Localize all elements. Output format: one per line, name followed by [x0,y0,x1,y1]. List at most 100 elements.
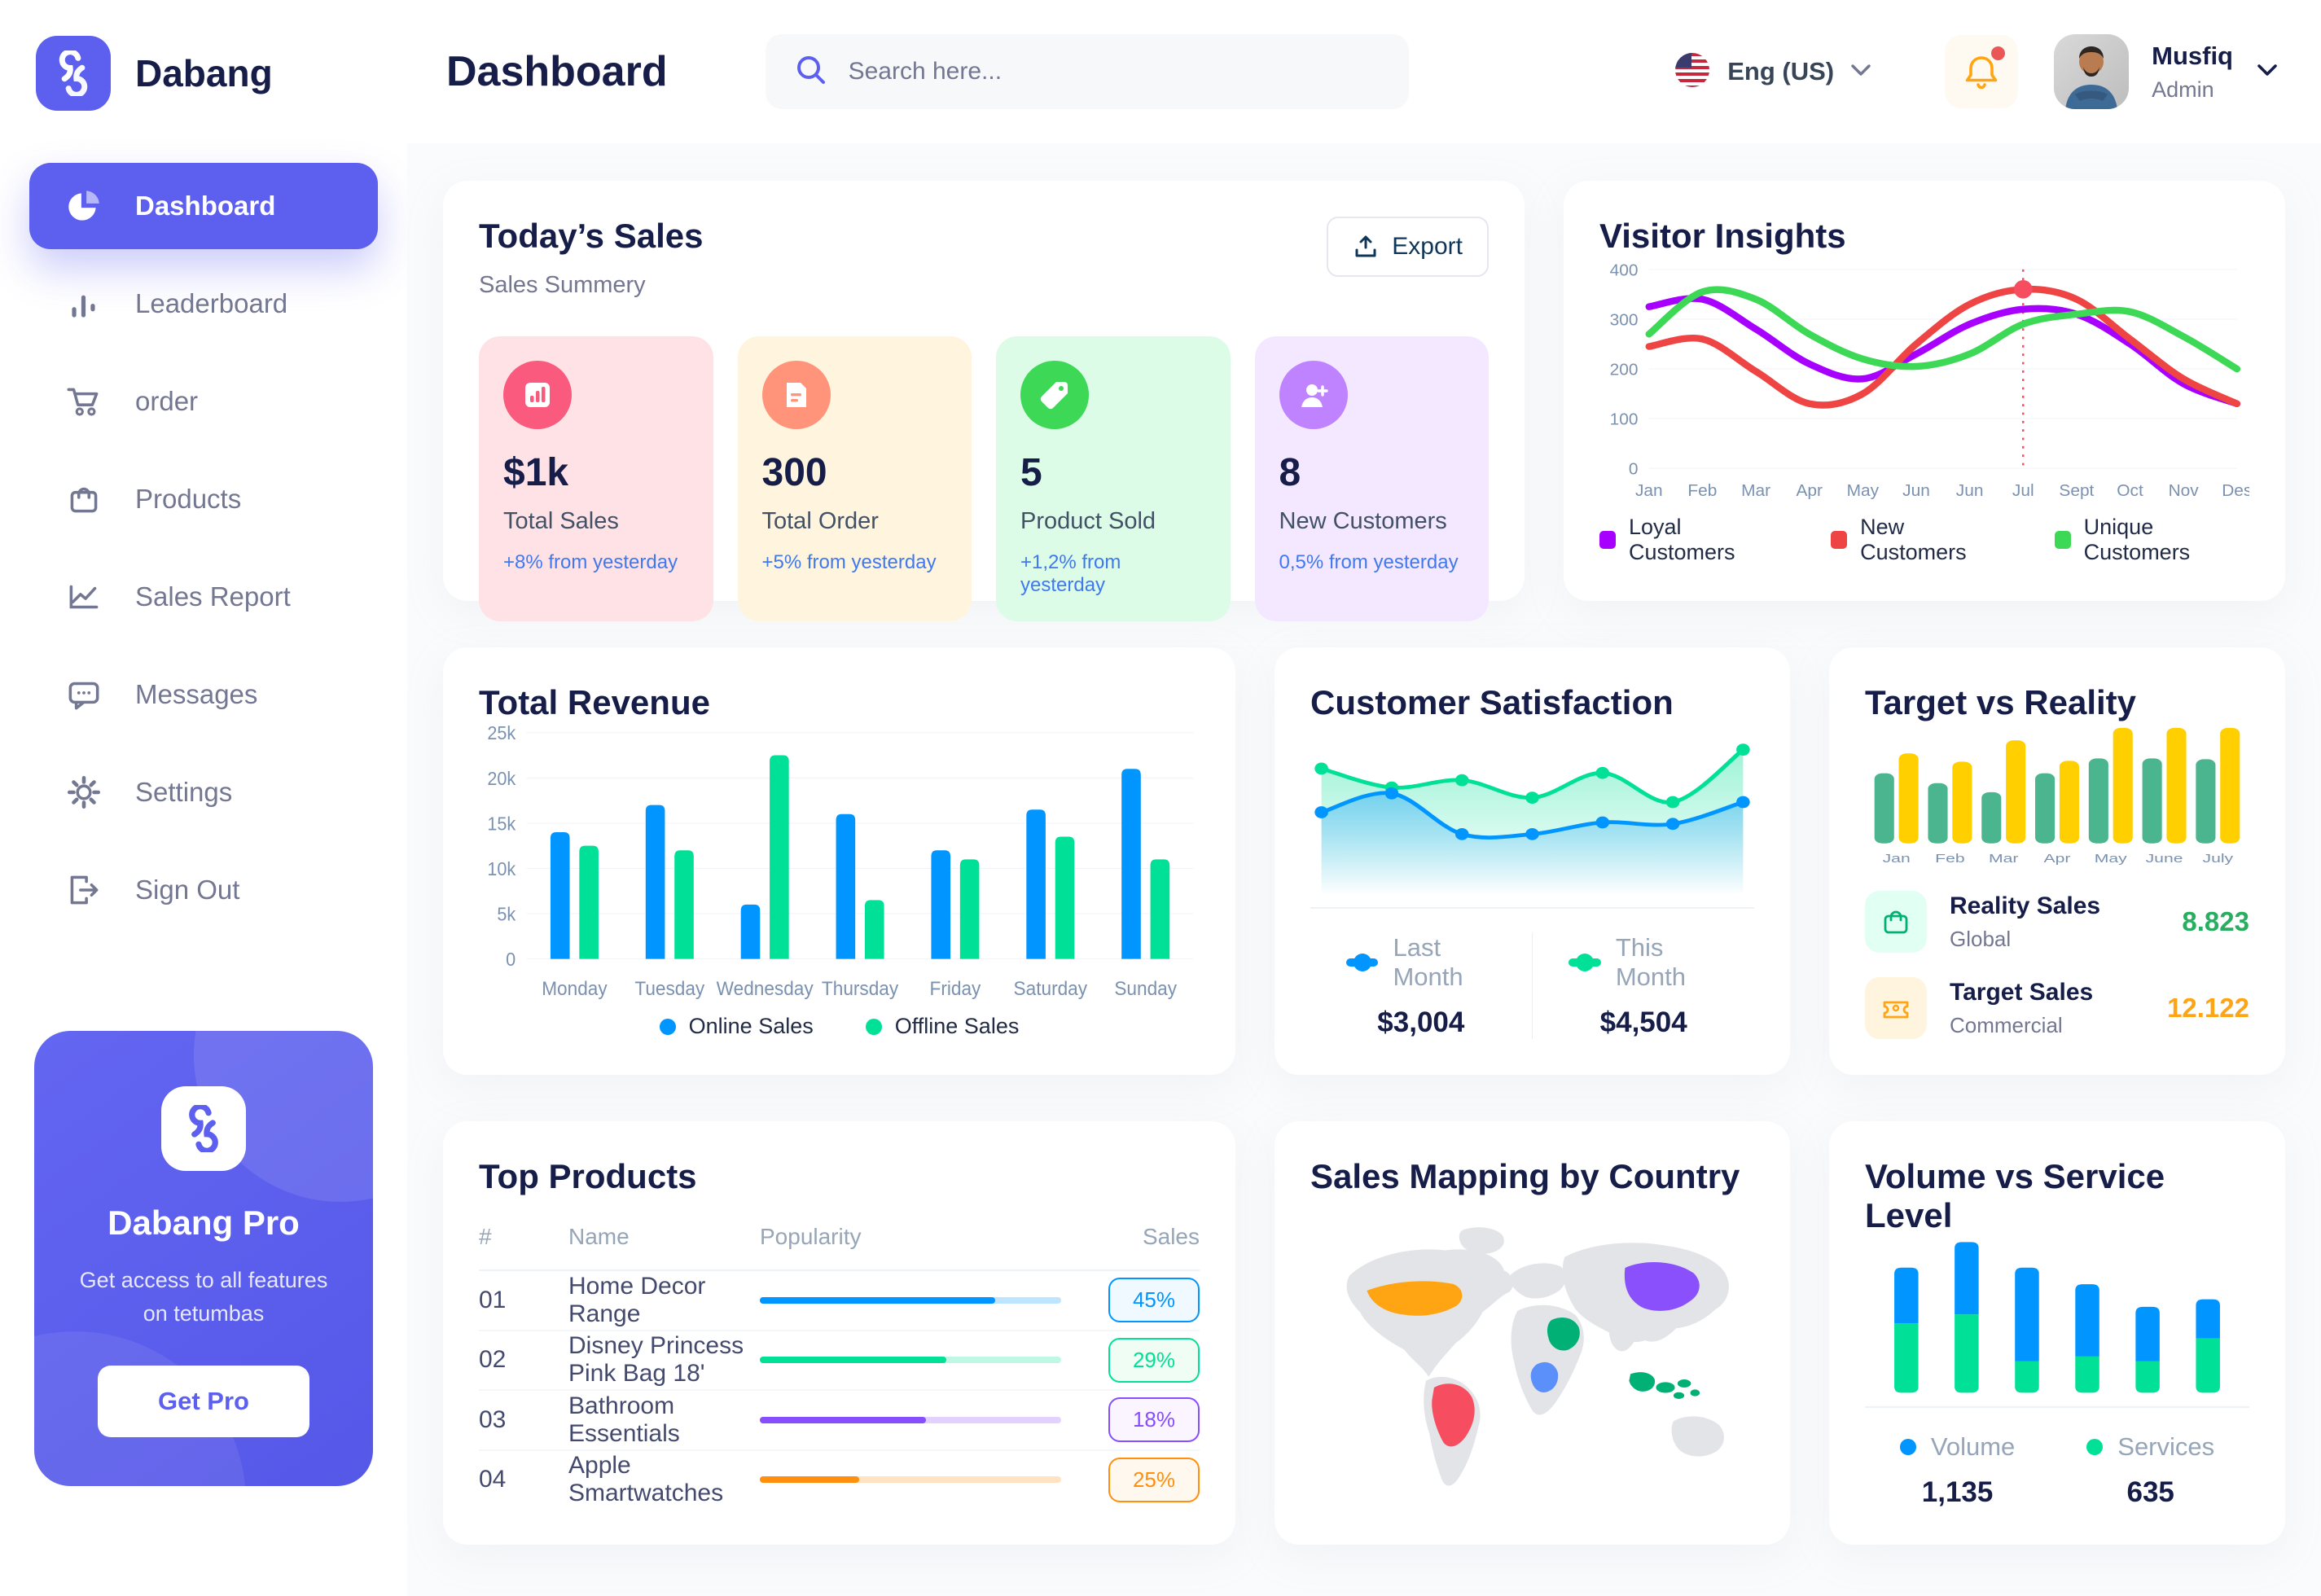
svg-text:Jul: Jul [2012,481,2034,500]
legend-line-dot [1569,958,1601,967]
bar-chart-icon [64,283,104,324]
profile-texts: Musfiq Admin [2152,42,2233,103]
sidebar-item-sales-report[interactable]: Sales Report [29,554,378,640]
ticket-icon [1865,977,1927,1039]
svg-text:0: 0 [506,949,516,970]
legend-row-target-sales: Target Sales Commercial 12.122 [1865,977,2249,1039]
bell-icon [1965,56,1998,90]
sidebar-item-dashboard[interactable]: Dashboard [29,163,378,249]
gear-icon [64,772,104,813]
legend-item: New Customers [1831,515,2003,565]
svg-text:Tuesday: Tuesday [634,977,704,999]
product-row: 03 Bathroom Essentials 18% [479,1391,1200,1451]
legend-item-volume: Volume 1,135 [1864,1432,2051,1509]
svg-text:100: 100 [1610,410,1639,429]
stat-delta: +8% from yesterday [503,551,678,573]
legend-row-reality-sales: Reality Sales Global 8.823 [1865,891,2249,953]
us-flag-icon [1674,51,1711,93]
svg-text:Jun: Jun [1902,481,1930,500]
product-row: 04 Apple Smartwatches 25% [479,1451,1200,1510]
language-label: Eng (US) [1727,57,1835,86]
total-revenue-title: Total Revenue [479,683,710,721]
svg-text:Monday: Monday [542,977,608,999]
export-button[interactable]: Export [1327,217,1489,277]
legend-dot [2086,1439,2104,1455]
sidebar-menu: Dashboard Leaderboard order Products Sales R… [0,163,407,933]
svg-text:Saturday: Saturday [1014,977,1088,999]
popularity-fill [760,1296,995,1304]
svg-text:June: June [2146,851,2183,865]
svg-text:400: 400 [1610,261,1639,280]
stat-label: Product Sold [1020,508,1156,534]
sales-badge: 29% [1108,1337,1200,1383]
sales-mapping-card: Sales Mapping by Country [1275,1121,1790,1545]
svg-text:Apr: Apr [1796,481,1823,500]
svg-text:Sunday: Sunday [1114,977,1177,999]
todays-sales-subtitle: Sales Summery [479,272,646,298]
search-input[interactable] [848,58,1381,86]
sidebar-item-order[interactable]: order [29,358,378,445]
sales-badge: 45% [1108,1278,1200,1323]
language-chevron-down-icon [1850,64,1871,81]
total-revenue-card: Total Revenue 0 5k 10k 15k 20k 25k Monday Tuesd… [443,647,1235,1075]
cart-icon [64,381,104,422]
todays-sales-title: Today’s Sales [479,217,704,255]
svg-text:Oct: Oct [2117,481,2143,500]
product-name: Apple Smartwatches [568,1452,724,1507]
profile-menu[interactable]: Musfiq Admin [2054,34,2279,109]
sidebar-item-sign-out[interactable]: Sign Out [29,847,378,933]
legend-swatch [1599,531,1616,549]
message-icon [64,674,104,715]
svg-text:300: 300 [1610,311,1639,330]
legend-item: Offline Sales [865,1014,1019,1039]
country-saudi-arabia [1547,1317,1580,1351]
sidebar-item-label: Leaderboard [135,288,288,318]
stat-value: 8 [1279,451,1301,494]
legend-item-last-month: Last Month $3,004 [1310,933,1532,1039]
column-header: Sales [1142,1224,1200,1249]
svg-text:Des: Des [2222,481,2249,500]
sidebar-item-leaderboard[interactable]: Leaderboard [29,261,378,347]
sales-mapping-title: Sales Mapping by Country [1310,1157,1740,1195]
legend-item: Online Sales [659,1014,814,1039]
profile-chevron-down-icon [2256,63,2279,81]
sidebar-item-products[interactable]: Products [29,456,378,542]
notifications-button[interactable] [1945,35,2019,108]
svg-text:Feb: Feb [1935,851,1964,865]
visitor-insights-card: Visitor Insights 0 100 200 300 400 Jan Feb Mar A… [1564,181,2285,601]
stat-delta: 0,5% from yesterday [1279,551,1459,573]
popularity-fill [760,1357,947,1364]
sales-stat-card-total-sales: $1k Total Sales +8% from yesterday [479,336,713,621]
total-revenue-chart: 0 5k 10k 15k 20k 25k Monday Tuesday Wednesday Thu… [479,722,1200,1007]
legend-dot [865,1018,882,1035]
continent-greenland [1459,1227,1504,1254]
svg-text:Feb: Feb [1687,481,1717,500]
visitor-insights-legend: Loyal Customers New Customers Unique Custo… [1599,515,2249,565]
bag-small-icon [1865,891,1927,953]
visitor-insights-chart: 0 100 200 300 400 Jan Feb Mar Apr May Jun Jun Jul Sep… [1599,256,2249,508]
legend-swatch [1831,531,1848,549]
get-pro-button[interactable]: Get Pro [98,1366,309,1437]
customer-satisfaction-card: Customer Satisfaction Last Month $3,004 Th… [1275,647,1790,1075]
popularity-fill [760,1476,860,1484]
language-selector[interactable]: Eng (US) [1674,51,1871,93]
volume-vs-service-chart [1865,1235,2249,1398]
product-row: 02 Disney Princess Pink Bag 18' 29% [479,1331,1200,1391]
brand-name: Dabang [135,52,273,94]
volume-vs-service-legend: Volume 1,135 Services 635 [1865,1432,2249,1509]
legend-item-this-month: This Month $4,504 [1533,933,1754,1039]
svg-text:Jun: Jun [1956,481,1984,500]
chart-doc-icon [503,361,572,429]
country-usa [1367,1281,1463,1316]
sidebar-item-messages[interactable]: Messages [29,651,378,738]
sidebar-item-settings[interactable]: Settings [29,749,378,835]
svg-text:0: 0 [1629,460,1639,479]
target-vs-reality-card: Target vs Reality Jan Feb Mar Apr May June Jul… [1829,647,2285,1075]
popularity-track [760,1476,1061,1484]
continent-australia [1671,1416,1724,1457]
legend-item: Unique Customers [2054,515,2249,565]
svg-text:May: May [2095,851,2128,865]
svg-text:Thursday: Thursday [822,977,898,999]
continent-europe [1509,1263,1566,1299]
svg-text:May: May [1847,481,1880,500]
